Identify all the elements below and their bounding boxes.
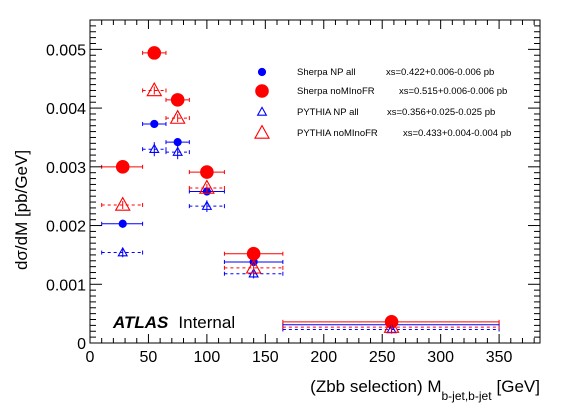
- x-tick-label: 100: [194, 349, 221, 366]
- data-point: [150, 119, 159, 129]
- legend-xs: xs=0.356+0.025-0.025 pb: [387, 107, 495, 118]
- legend-xs: xs=0.515+0.006-0.006 pb: [399, 86, 507, 97]
- legend-label: PYTHIA noMInoFR: [297, 128, 378, 139]
- legend-marker: [254, 124, 270, 139]
- x-axis-title-main: (Zbb selection) M: [310, 377, 441, 396]
- data-point: [200, 165, 214, 179]
- y-tick-label: 0.002: [46, 219, 86, 236]
- data-point: [169, 109, 186, 124]
- y-tick-label: 0.004: [46, 101, 86, 118]
- series-2: [101, 46, 500, 329]
- legend-xs: xs=0.422+0.006-0.006 pb: [386, 67, 494, 78]
- x-tick-label: 0: [86, 349, 95, 366]
- legend-marker: [255, 84, 269, 98]
- legend-xs: xs=0.433+0.004-0.004 pb: [403, 128, 511, 139]
- series-1: [101, 119, 500, 329]
- y-tick-label: 0.001: [46, 277, 86, 294]
- data-point: [172, 146, 183, 156]
- y-tick-label: 0.003: [46, 160, 86, 177]
- data-point: [198, 179, 215, 194]
- x-axis-title: (Zbb selection) Mb-jet,b-jet [GeV]: [310, 377, 540, 403]
- data-point: [148, 143, 160, 153]
- data-point: [147, 46, 162, 60]
- data-point: [173, 138, 182, 147]
- data-point: [114, 196, 131, 211]
- legend-label: Sherpa NP all: [297, 67, 355, 78]
- series-3: [101, 142, 500, 334]
- data-point: [245, 259, 262, 274]
- series-4: [101, 81, 500, 333]
- x-tick-label: 300: [427, 349, 454, 366]
- y-tick-label: 0.005: [46, 42, 86, 59]
- data-point: [383, 318, 400, 333]
- legend-marker: [256, 106, 268, 116]
- x-tick-label: 150: [252, 349, 279, 366]
- atlas-label: ATLAS Internal: [112, 313, 235, 332]
- legend-label: Sherpa noMInoFR: [297, 86, 375, 97]
- atlas-label-bold: ATLAS: [112, 313, 169, 332]
- data-point: [118, 219, 127, 228]
- data-point: [115, 160, 130, 174]
- data-point: [246, 246, 261, 261]
- y-tick-label: 0: [77, 336, 86, 353]
- plot-frame: [89, 19, 541, 344]
- y-axis-title: dσ/dM [pb/GeV]: [12, 150, 31, 270]
- x-tick-label: 200: [310, 349, 337, 366]
- legend-label: PYTHIA NP all: [297, 107, 359, 118]
- x-tick-label: 50: [140, 349, 158, 366]
- data-point: [201, 200, 213, 210]
- x-tick-label: 350: [486, 349, 513, 366]
- atlas-label-internal: Internal: [178, 313, 235, 332]
- legend-marker: [257, 67, 267, 77]
- data-point: [117, 246, 129, 257]
- data-point: [146, 81, 163, 97]
- data-point: [170, 93, 185, 107]
- x-tick-label: 250: [369, 349, 396, 366]
- x-axis-title-sub: b-jet,b-jet: [442, 389, 493, 403]
- x-axis-title-unit: [GeV]: [497, 377, 540, 396]
